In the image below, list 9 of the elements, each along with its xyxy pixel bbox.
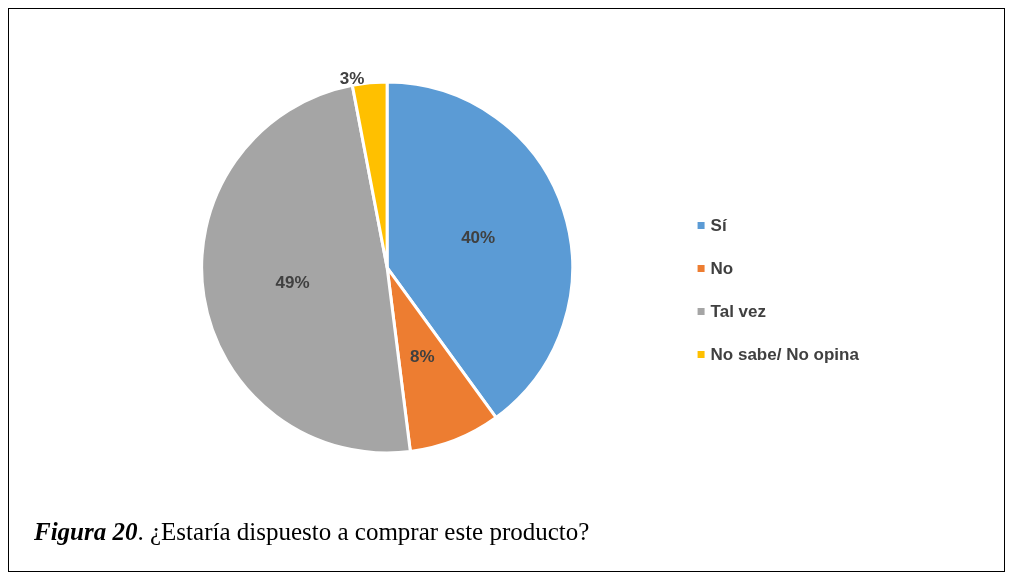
legend-label: No sabe/ No opina (710, 345, 860, 364)
data-label: 3% (339, 69, 365, 89)
legend-label: No (710, 259, 734, 278)
data-label: 49% (275, 273, 310, 292)
legend-label: Tal vez (710, 302, 767, 321)
data-label: 40% (461, 228, 496, 248)
legend-label: Sí (710, 216, 728, 235)
text: Figura 20. ¿Estaría dispuesto a comprar este producto? (33, 518, 590, 545)
data-label: 8% (410, 347, 435, 367)
